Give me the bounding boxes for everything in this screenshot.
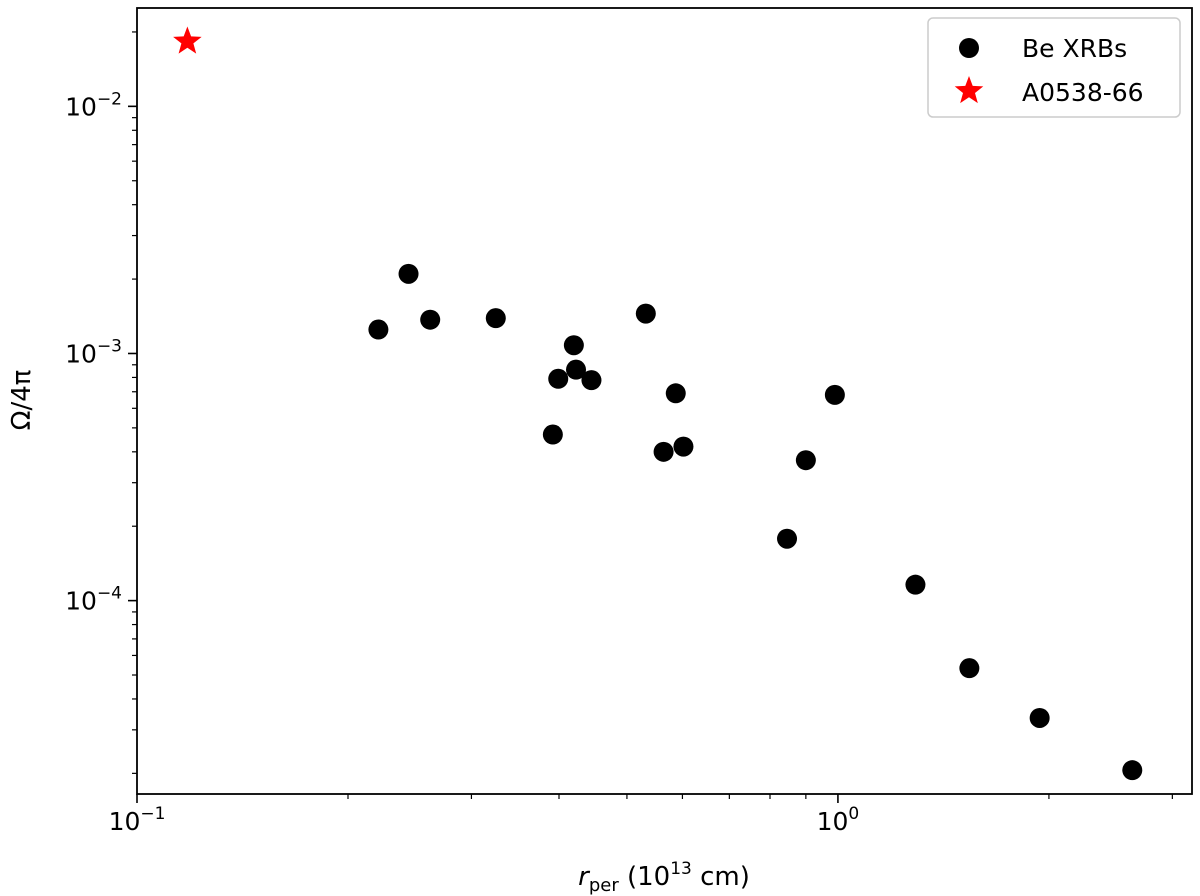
y-tick-label-2: 10−2 [65, 89, 122, 121]
plot-points [173, 26, 1143, 781]
data-point-0-0 [368, 319, 389, 340]
legend: Be XRBs A0538-66 [927, 17, 1181, 118]
data-point-0-14 [795, 450, 816, 471]
data-point-0-10 [653, 441, 674, 462]
data-point-0-15 [824, 384, 845, 405]
data-point-0-6 [563, 335, 584, 356]
x-tick-label-0: 10−1 [109, 804, 166, 836]
data-point-0-16 [905, 574, 926, 595]
data-point-0-2 [420, 309, 441, 330]
x-axis-ticks: 10−1 100 [109, 794, 1173, 836]
data-point-0-3 [485, 308, 506, 329]
legend-label-be-xrbs: Be XRBs [1022, 34, 1127, 63]
data-point-0-7 [566, 359, 587, 380]
data-point-0-18 [1029, 707, 1050, 728]
y-axis-label: Ω/4π [7, 370, 37, 431]
data-point-star-0 [173, 26, 202, 54]
data-point-0-1 [398, 263, 419, 284]
y-tick-label-1: 10−3 [65, 336, 122, 368]
data-point-0-4 [542, 424, 563, 445]
data-point-0-13 [777, 528, 798, 549]
plot-frame [136, 7, 1193, 795]
y-axis-ticks: 10−4 10−3 10−2 [65, 31, 137, 774]
data-point-0-19 [1122, 760, 1143, 781]
legend-marker-star [954, 76, 984, 104]
data-point-0-11 [665, 383, 686, 404]
x-axis-label: rper (1013 cm) [578, 859, 750, 896]
x-tick-label-1: 100 [817, 804, 860, 836]
data-point-0-9 [635, 303, 656, 324]
data-point-0-5 [548, 368, 569, 389]
legend-marker-circle [959, 38, 979, 58]
legend-label-a0538: A0538-66 [1022, 78, 1144, 107]
data-point-0-17 [959, 658, 980, 679]
legend-box [927, 17, 1181, 118]
y-tick-label-0: 10−4 [65, 584, 122, 616]
data-point-0-8 [581, 370, 602, 391]
data-point-0-12 [673, 436, 694, 457]
